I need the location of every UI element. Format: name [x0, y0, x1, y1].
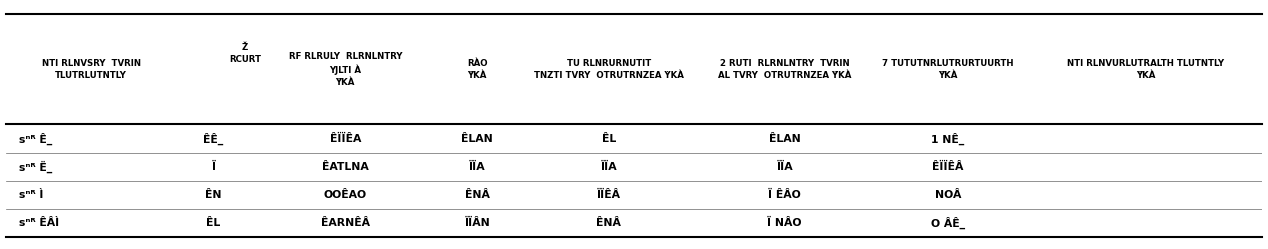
Text: ÏÏA: ÏÏA — [601, 162, 618, 172]
Text: 2 RUTI  RLRNLNTRY  TVRIN
AL TVRY  OTRUTRNZEA ŸKÀ: 2 RUTI RLRNLNTRY TVRIN AL TVRY OTRUTRNZE… — [718, 59, 851, 80]
Text: ÊLAN: ÊLAN — [462, 133, 493, 143]
Text: sⁿᴿ Ë_: sⁿᴿ Ë_ — [19, 160, 52, 173]
Text: ÊARNÊÂ: ÊARNÊÂ — [321, 218, 370, 228]
Text: ÏÏA: ÏÏA — [776, 162, 792, 172]
Text: Ï ÊÂO: Ï ÊÂO — [768, 190, 801, 200]
Text: NTI RLNVSRY  TVRIN
TLUTRLUTNTLY: NTI RLNVSRY TVRIN TLUTRLUTNTLY — [42, 59, 141, 80]
Text: ÊL: ÊL — [207, 218, 221, 228]
Text: ÊNÂ: ÊNÂ — [596, 218, 621, 228]
Text: sⁿᴿ Ê_: sⁿᴿ Ê_ — [19, 132, 52, 145]
Text: NTI RLNVURLUTRALTH TLUTNTLY
ŸKÀ: NTI RLNVURLUTRALTH TLUTNTLY ŸKÀ — [1066, 59, 1224, 80]
Text: ÊÊ_: ÊÊ_ — [203, 132, 223, 145]
Text: ÊNÂ: ÊNÂ — [464, 190, 489, 200]
Text: ÊN: ÊN — [205, 190, 222, 200]
Text: RF RLRULY  RLRNLNTRY
YJLTI À
ŸKÀ: RF RLRULY RLRNLNTRY YJLTI À ŸKÀ — [289, 52, 402, 87]
Text: Ž
RCURT: Ž RCURT — [228, 43, 261, 63]
Text: ÊÏÏÊA: ÊÏÏÊA — [330, 133, 361, 144]
Text: 7 TUTUTNRLUTRURTUURTH
ŸKÀ: 7 TUTUTNRLUTRURTUURTH ŸKÀ — [883, 59, 1013, 80]
Text: Ï NÂO: Ï NÂO — [767, 218, 801, 228]
Text: O ÂÊ_: O ÂÊ_ — [931, 217, 965, 229]
Text: OOÊAO: OOÊAO — [323, 190, 366, 200]
Text: RÀO
ŸKÀ: RÀO ŸKÀ — [467, 59, 487, 80]
Text: NOÂ: NOÂ — [935, 190, 961, 200]
Text: ÊLAN: ÊLAN — [768, 133, 800, 143]
Text: ÏÏÊÂ: ÏÏÊÂ — [597, 190, 621, 200]
Text: ÊÏÏÊÂ: ÊÏÏÊÂ — [932, 162, 964, 172]
Text: 1 NÊ_: 1 NÊ_ — [931, 132, 965, 145]
Text: ÊATLNA: ÊATLNA — [322, 162, 369, 172]
Text: ÊL: ÊL — [602, 133, 616, 143]
Text: Ï: Ï — [212, 162, 216, 172]
Text: sⁿᴿ Ì: sⁿᴿ Ì — [19, 190, 43, 200]
Text: sⁿᴿ ÊÂÌ: sⁿᴿ ÊÂÌ — [19, 218, 60, 228]
Text: TU RLNRURNUTIT
TNZTI TVRY  OTRUTRNZEA ŸKÀ: TU RLNRURNUTIT TNZTI TVRY OTRUTRNZEA ŸK… — [534, 59, 683, 80]
Text: ÏÏA: ÏÏA — [469, 162, 486, 172]
Text: ÏÏÂN: ÏÏÂN — [464, 218, 489, 228]
